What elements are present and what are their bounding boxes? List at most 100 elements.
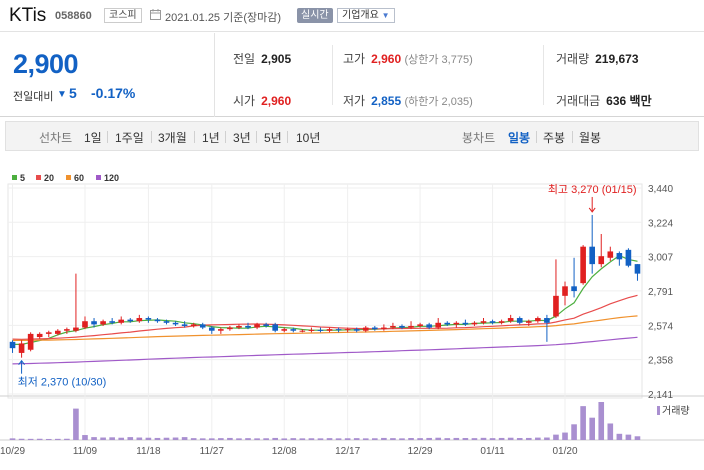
legend-swatch bbox=[96, 175, 101, 180]
volume-bar bbox=[163, 437, 170, 440]
period-1y[interactable]: 1년 bbox=[202, 131, 220, 145]
candle bbox=[91, 318, 97, 328]
candle-body bbox=[634, 264, 641, 274]
lower-limit: (하한가 2,035) bbox=[404, 96, 473, 108]
candle bbox=[227, 325, 233, 331]
candle bbox=[607, 246, 614, 261]
volume-bar bbox=[507, 437, 514, 440]
stock-name: KTis bbox=[9, 5, 47, 26]
candle-body bbox=[208, 327, 215, 331]
candle-body bbox=[571, 286, 577, 292]
legend-swatch bbox=[66, 175, 71, 180]
candle bbox=[254, 322, 260, 330]
candle-body bbox=[471, 322, 478, 325]
divider bbox=[194, 131, 195, 143]
period-5y[interactable]: 5년 bbox=[264, 131, 282, 145]
candle-chart-label: 봉차트 bbox=[462, 131, 496, 145]
candle bbox=[444, 321, 451, 326]
legend-label: 20 bbox=[44, 173, 54, 183]
period-3m[interactable]: 3개월 bbox=[158, 131, 187, 145]
open-label: 시가 bbox=[233, 94, 256, 108]
candle-weekly[interactable]: 주봉 bbox=[543, 131, 566, 145]
candle bbox=[308, 327, 315, 333]
volume-bar bbox=[426, 437, 432, 440]
realtime-button[interactable]: 실시간 bbox=[297, 8, 333, 23]
divider bbox=[151, 131, 152, 143]
candle-body bbox=[299, 330, 306, 332]
volume-bar bbox=[64, 438, 70, 440]
candle-daily[interactable]: 일봉 bbox=[508, 131, 531, 145]
candle-body bbox=[553, 295, 559, 317]
candle-body bbox=[190, 324, 197, 326]
y-tick-label: 3,440 bbox=[648, 184, 673, 195]
candle-body bbox=[281, 329, 288, 331]
x-tick-label: 11/27 bbox=[200, 446, 225, 457]
candle bbox=[326, 327, 333, 333]
min-price-annotation: 최저 2,370 (10/30) bbox=[18, 376, 107, 389]
candle bbox=[208, 325, 215, 334]
candle bbox=[362, 325, 369, 333]
volume-bar bbox=[616, 433, 623, 440]
high-label: 고가 bbox=[343, 52, 366, 66]
period-10y[interactable]: 10년 bbox=[296, 131, 321, 145]
candle-body bbox=[326, 329, 333, 331]
candle-body bbox=[263, 324, 269, 326]
candle-body bbox=[607, 251, 614, 258]
open-cell: 시가 2,960 bbox=[233, 92, 291, 109]
volume-bar bbox=[408, 438, 414, 440]
candle-body bbox=[562, 286, 568, 296]
candle bbox=[199, 322, 206, 330]
candle-body bbox=[616, 253, 623, 260]
candle-body bbox=[308, 329, 315, 331]
legend-label: 60 bbox=[74, 173, 84, 183]
y-tick-label: 3,007 bbox=[648, 253, 673, 264]
candle-body bbox=[453, 322, 460, 325]
volume-bar bbox=[489, 438, 496, 440]
candle bbox=[154, 318, 161, 323]
divider bbox=[256, 131, 257, 143]
volume-bar bbox=[580, 406, 586, 440]
volume-bar bbox=[272, 437, 278, 440]
candle-body bbox=[100, 321, 106, 325]
volume-bar bbox=[326, 438, 333, 440]
legend-swatch bbox=[36, 175, 41, 180]
candle bbox=[272, 322, 278, 333]
candle bbox=[18, 340, 25, 358]
company-overview-dropdown[interactable]: 기업개요 ▼ bbox=[337, 8, 395, 23]
volume-bar bbox=[109, 437, 115, 440]
period-3y[interactable]: 3년 bbox=[233, 131, 251, 145]
candle-monthly[interactable]: 월봉 bbox=[579, 131, 602, 145]
candle-body bbox=[525, 321, 532, 323]
candle bbox=[55, 329, 61, 336]
candle bbox=[471, 321, 478, 326]
volume-bar bbox=[344, 438, 351, 440]
ma20-line bbox=[12, 294, 638, 341]
candle bbox=[553, 259, 559, 319]
x-tick-label: 10/29 bbox=[0, 446, 25, 457]
candle bbox=[489, 319, 496, 325]
trade-amount-label: 거래대금 bbox=[556, 94, 601, 108]
candle bbox=[281, 327, 288, 333]
legend-label: 120 bbox=[104, 173, 119, 183]
volume-bar bbox=[18, 438, 25, 440]
period-1w[interactable]: 1주일 bbox=[115, 131, 144, 145]
ma60-line bbox=[12, 315, 638, 341]
y-tick-label: 2,574 bbox=[648, 321, 673, 332]
candle bbox=[190, 322, 197, 328]
candle bbox=[372, 325, 378, 331]
candle bbox=[236, 324, 242, 330]
candle-body bbox=[335, 329, 342, 331]
volume-label: 거래량 bbox=[556, 52, 590, 66]
candle bbox=[344, 327, 351, 333]
volume-bar bbox=[281, 438, 288, 440]
candle bbox=[299, 329, 306, 333]
candle-body bbox=[45, 332, 52, 334]
volume-bar bbox=[199, 438, 206, 440]
volume-bar bbox=[145, 437, 152, 440]
volume-bar bbox=[525, 437, 532, 440]
candle bbox=[408, 321, 414, 330]
stock-chart: 3,440 3,224 3,007 2,791 2,574 2,358 2,141 10/29… bbox=[0, 173, 704, 457]
candle-body bbox=[598, 256, 605, 265]
period-1d[interactable]: 1일 bbox=[84, 131, 102, 145]
min-arrow-head bbox=[18, 359, 25, 365]
